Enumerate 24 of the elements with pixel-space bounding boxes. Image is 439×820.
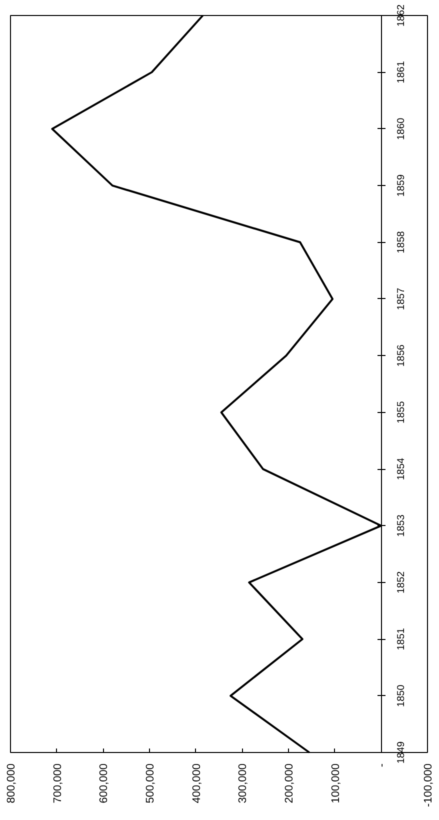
- x-tick-label: 300,000: [237, 763, 250, 804]
- x-tick-label: 200,000: [284, 763, 296, 804]
- y-tick-label: 1856: [396, 344, 408, 367]
- y-tick-label: 1862: [396, 4, 408, 27]
- y-tick-label: 1853: [396, 514, 408, 537]
- x-tick-label: 700,000: [52, 763, 64, 804]
- y-tick-label: 1855: [396, 400, 408, 424]
- y-tick-label: 1854: [396, 457, 408, 480]
- y-tick-label: 1851: [396, 628, 408, 650]
- y-tick-label: 1859: [396, 174, 408, 197]
- x-tick-label: 100,000: [330, 763, 342, 804]
- y-tick-label: 1860: [396, 117, 408, 140]
- x-tick-label: 500,000: [144, 763, 156, 804]
- y-tick-label: 1850: [396, 684, 408, 707]
- x-tick-label: 600,000: [98, 763, 110, 804]
- x-tick-label: -100,000: [422, 763, 434, 807]
- x-tick-label: 800,000: [6, 763, 18, 804]
- y-tick-label: 1857: [396, 287, 408, 310]
- x-tick-label: -: [376, 763, 388, 768]
- x-tick-label: 400,000: [190, 763, 203, 804]
- y-tick-label: 1849: [396, 740, 408, 764]
- y-tick-label: 1861: [396, 60, 408, 84]
- y-tick-label: 1858: [396, 230, 408, 254]
- y-tick-label: 1852: [396, 570, 408, 594]
